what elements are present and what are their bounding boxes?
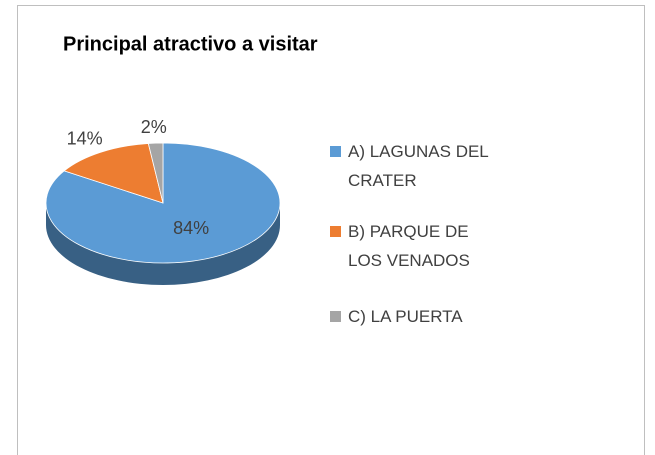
legend-label: A) LAGUNAS DEL CRATER (348, 142, 489, 190)
slice-side (46, 203, 280, 285)
slice (147, 142, 164, 204)
slice (63, 143, 164, 204)
data-label: 14% (67, 128, 103, 148)
legend-swatch (330, 226, 341, 237)
legend-label: C) LA PUERTA (348, 307, 463, 326)
legend-swatch (330, 311, 341, 322)
chart-title: Principal atractivo a visitar (63, 33, 318, 55)
data-label: 84% (173, 218, 209, 238)
data-label: 2% (141, 117, 167, 137)
legend-swatch (330, 146, 341, 157)
legend-label: B) PARQUE DE LOS VENADOS (348, 222, 470, 270)
